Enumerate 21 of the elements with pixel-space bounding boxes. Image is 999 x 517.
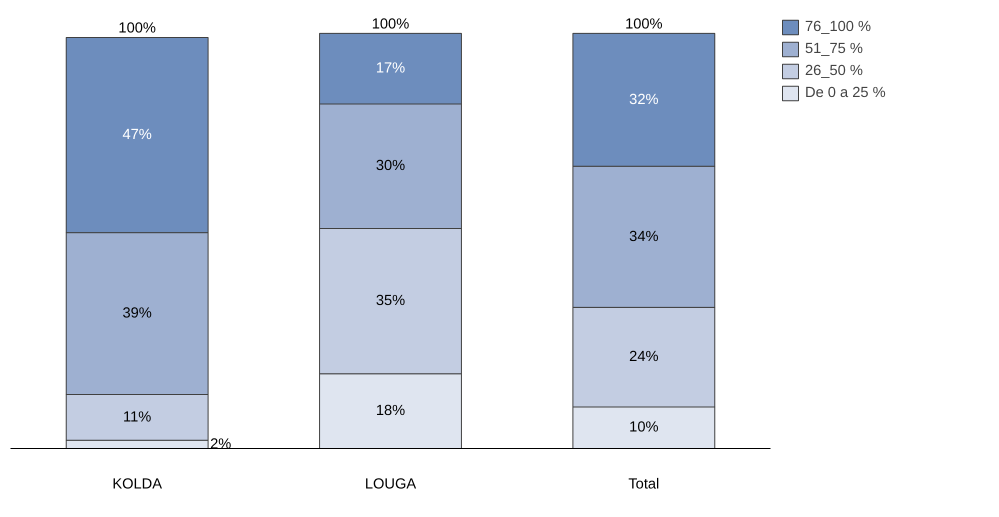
x-tick-label: Total <box>628 476 660 492</box>
total-label: 100% <box>372 16 410 32</box>
legend-label: 51_75 % <box>805 41 863 57</box>
total-label: 100% <box>625 16 663 32</box>
legend-label: De 0 a 25 % <box>805 85 886 101</box>
data-label: 39% <box>122 306 152 322</box>
data-label: 10% <box>629 420 659 436</box>
data-label: 32% <box>629 92 659 108</box>
data-label: 30% <box>376 158 406 174</box>
legend-label: 76_100 % <box>805 19 872 35</box>
data-label: 35% <box>376 293 406 310</box>
total-label: 100% <box>118 20 156 37</box>
x-tick-label: KOLDA <box>112 476 162 492</box>
data-label: 17% <box>376 60 406 77</box>
data-label: 24% <box>629 349 659 366</box>
x-tick-label: LOUGA <box>364 476 416 492</box>
data-label: 47% <box>122 127 152 144</box>
data-label: 34% <box>629 228 659 245</box>
data-label: 11% <box>123 409 152 426</box>
data-label: 18% <box>376 403 406 420</box>
legend-label: 26_50 % <box>805 63 863 79</box>
